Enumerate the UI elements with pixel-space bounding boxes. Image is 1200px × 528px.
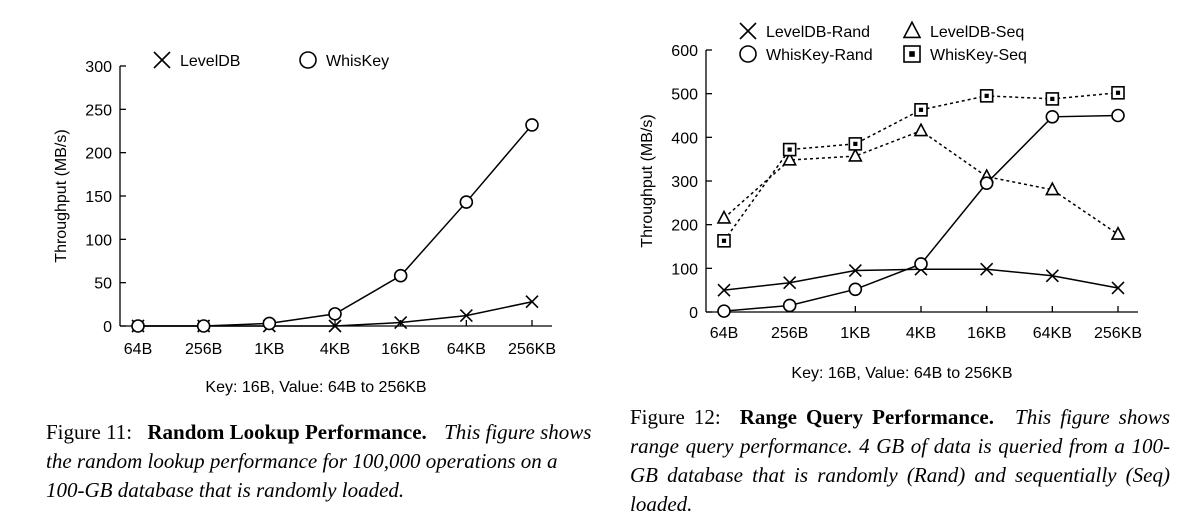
data-point-leveldb-seq — [913, 122, 929, 137]
y-tick-label: 400 — [671, 130, 698, 147]
data-point-leveldb — [525, 295, 539, 309]
y-tick-label: 250 — [85, 102, 112, 119]
x-axis-label: Key: 16B, Value: 64B to 256KB — [791, 365, 1012, 382]
figure-12-body: This figure shows range query performanc… — [630, 405, 1171, 516]
x-tick-label: 1KB — [254, 341, 284, 358]
y-tick-label: 300 — [671, 174, 698, 191]
y-tick-label: 0 — [689, 305, 698, 322]
x-tick-label: 256B — [185, 341, 222, 358]
data-point-whiskey — [328, 307, 342, 321]
data-point-leveldb-seq — [1110, 225, 1126, 240]
x-tick-label: 256KB — [508, 341, 556, 358]
data-point-whiskey — [393, 268, 408, 283]
legend-marker-leveldb — [153, 51, 171, 69]
data-point-leveldb-rand — [980, 262, 994, 276]
legend-label-whiskey: WhisKey — [326, 53, 389, 70]
y-tick-label: 100 — [85, 232, 112, 249]
figure-11-caption: Figure 11: Random Lookup Performance. Th… — [46, 418, 594, 505]
x-tick-label: 16KB — [967, 325, 1006, 342]
data-point-whiskey-rand — [848, 282, 863, 297]
x-axis-label: Key: 16B, Value: 64B to 256KB — [205, 379, 426, 396]
y-axis-label: Throughput (MB/s) — [639, 114, 656, 247]
y-axis-label: Throughput (MB/s) — [53, 129, 70, 262]
chart-range-query: 0 100 200 300 400 500 600 64B 256B 1KB 4KB 16KB 64KB… — [639, 20, 1142, 382]
legend-label-whiskey-rand: WhisKey-Rand — [766, 47, 873, 64]
figure-11-title: Random Lookup Performance. — [147, 420, 427, 444]
legend-label-leveldb: LevelDB — [180, 53, 240, 70]
x-tick-label: 16KB — [381, 341, 420, 358]
x-tick-label: 64B — [124, 341, 152, 358]
x-tick-label: 1KB — [840, 325, 870, 342]
data-point-whiskey-seq — [717, 234, 731, 248]
figure-12-title: Range Query Performance. — [739, 405, 994, 429]
data-point-whiskey-seq — [914, 103, 928, 117]
data-point-whiskey-rand — [717, 304, 731, 318]
chart-random-lookup: 0 50 100 150 200 250 300 64B 256B 1KB 4KB 16KB 64KB 2… — [53, 51, 556, 396]
figure-11-body: This figure shows the random lookup perf… — [46, 420, 592, 502]
data-point-whiskey — [131, 319, 145, 333]
y-tick-label: 200 — [671, 218, 698, 235]
data-point-whiskey-seq — [1045, 92, 1060, 106]
legend-label-leveldb-seq: LevelDB-Seq — [930, 24, 1024, 41]
x-tick-label: 64B — [710, 325, 738, 342]
y-tick-label: 100 — [671, 261, 698, 278]
figure-12-number: Figure 12: — [630, 405, 721, 429]
legend-marker-whiskey — [299, 51, 317, 69]
y-tick-label: 200 — [85, 146, 112, 163]
data-point-whiskey-seq — [979, 89, 994, 103]
x-tick-label: 64KB — [447, 341, 486, 358]
x-tick-label: 256B — [771, 325, 808, 342]
y-tick-label: 500 — [671, 87, 698, 104]
data-point-whiskey-seq — [782, 142, 797, 157]
data-point-leveldb-rand — [717, 283, 731, 297]
y-tick-label: 0 — [103, 319, 112, 336]
y-tick-label: 50 — [94, 276, 112, 293]
data-point-leveldb-seq — [848, 147, 863, 162]
data-point-whiskey-rand — [914, 257, 928, 271]
data-point-leveldb — [328, 319, 342, 333]
y-tick-label: 300 — [85, 59, 112, 76]
data-point-leveldb-rand — [848, 263, 862, 278]
y-tick-label: 600 — [671, 43, 698, 60]
legend-marker-leveldb-seq — [902, 20, 922, 39]
data-point-whiskey-rand — [1111, 108, 1125, 123]
legend-label-leveldb-rand: LevelDB-Rand — [766, 24, 870, 41]
data-point-leveldb — [459, 309, 473, 323]
x-tick-label: 4KB — [320, 341, 350, 358]
data-point-whiskey-rand — [782, 298, 797, 313]
data-point-whiskey-seq — [848, 137, 863, 151]
data-point-whiskey — [196, 319, 211, 333]
data-point-whiskey-rand — [1045, 110, 1060, 124]
data-point-leveldb-rand — [783, 276, 797, 290]
figure-11-number: Figure 11: — [46, 420, 133, 444]
data-point-leveldb-seq — [1045, 181, 1060, 196]
data-point-leveldb-rand — [1111, 281, 1125, 295]
figure-12-caption: Figure 12: Range Query Performance. This… — [630, 403, 1170, 519]
legend-marker-leveldb-rand — [739, 22, 757, 40]
legend-marker-whiskey-rand — [739, 45, 757, 63]
y-tick-label: 150 — [85, 189, 112, 206]
legend-marker-whiskey-seq — [903, 45, 921, 63]
series-line-whiskey — [138, 124, 533, 327]
data-point-leveldb — [394, 315, 408, 330]
data-point-whiskey-rand — [979, 176, 994, 190]
data-point-whiskey — [525, 118, 539, 132]
data-point-leveldb-seq — [782, 151, 797, 166]
legend-label-whiskey-seq: WhisKey-Seq — [930, 47, 1027, 64]
data-point-whiskey-seq — [1111, 85, 1125, 100]
data-point-whiskey — [459, 195, 474, 209]
x-tick-label: 256KB — [1094, 325, 1142, 342]
x-tick-label: 64KB — [1033, 325, 1072, 342]
data-point-leveldb-seq — [716, 209, 732, 224]
data-point-whiskey — [262, 316, 277, 331]
data-point-leveldb-rand — [1045, 269, 1059, 283]
x-tick-label: 4KB — [906, 325, 936, 342]
series-line-leveldb-rand — [723, 268, 1119, 291]
